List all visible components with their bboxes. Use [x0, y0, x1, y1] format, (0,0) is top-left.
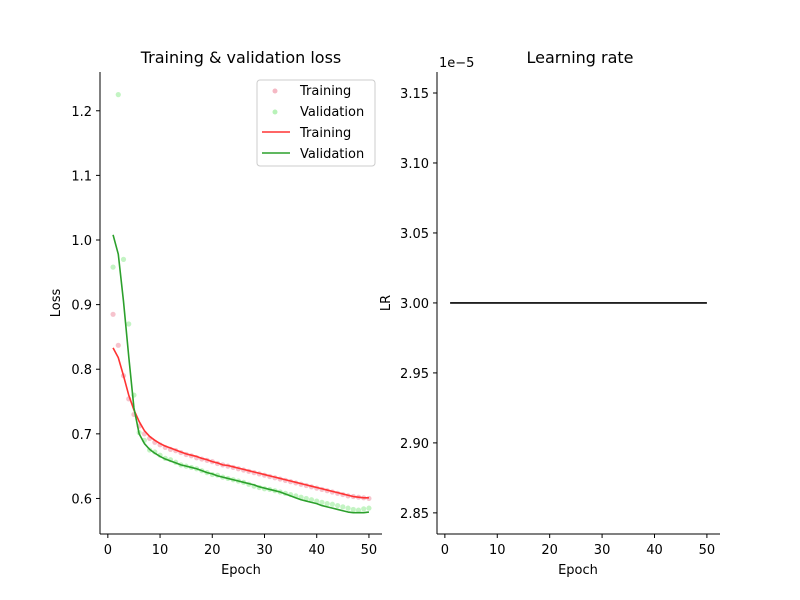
loss-validation-point	[303, 495, 309, 502]
loss-y-tick-label: 0.8	[71, 363, 92, 378]
loss-validation-point	[366, 505, 372, 511]
loss-plot-area	[110, 92, 372, 514]
loss-validation-point	[329, 501, 335, 507]
loss-validation-point	[355, 507, 362, 513]
legend-validation-points-label: Validation	[300, 105, 364, 120]
lr-y-tick-label: 2.95	[400, 367, 429, 382]
loss-validation-point	[350, 506, 356, 513]
loss-x-tick-label: 30	[256, 543, 273, 558]
loss-validation-point	[314, 498, 320, 504]
lr-x-tick-label: 20	[541, 543, 558, 558]
loss-x-tick-label: 50	[361, 543, 378, 558]
loss-validation-point	[115, 92, 121, 98]
lr-panel: Learning rate 1e−5 0 10 20 30 40 50 2.85 2.90 2.…	[379, 48, 720, 578]
loss-panel: Training & validation loss 0 10 20 30 40 50 0.…	[49, 48, 382, 578]
lr-y-tick-label: 3.00	[400, 297, 429, 312]
legend-training-line-label: Training	[299, 126, 351, 141]
loss-x-tick-label: 0	[104, 543, 112, 558]
loss-validation-point	[126, 321, 132, 327]
loss-validation-point	[120, 256, 127, 262]
legend-frame	[256, 79, 376, 167]
lr-y-tick-label: 3.15	[400, 87, 429, 102]
loss-x-tick-label: 10	[152, 543, 169, 558]
lr-offset-text: 1e−5	[439, 56, 474, 71]
lr-x-tick-label: 30	[594, 543, 611, 558]
loss-validation-point	[319, 499, 325, 505]
loss-validation-line	[112, 234, 370, 514]
loss-training-point	[110, 311, 116, 317]
loss-chart-title: Training & validation loss	[140, 48, 342, 67]
lr-x-tick-label: 10	[489, 543, 506, 558]
loss-x-axis-label: Epoch	[221, 563, 261, 578]
loss-validation-point	[361, 506, 367, 512]
loss-y-axis-label: Loss	[49, 289, 64, 318]
lr-x-tick-label: 50	[699, 543, 716, 558]
loss-training-line	[112, 347, 369, 499]
loss-y-tick-label: 1.2	[71, 105, 92, 120]
lr-y-tick-label: 3.05	[400, 227, 429, 242]
loss-x-tick-label: 40	[308, 543, 325, 558]
loss-training-point	[115, 342, 121, 348]
lr-ticks: 0 10 20 30 40 50 2.85 2.90 2.95 3.00 3.05 3.10 3.15	[400, 87, 715, 558]
lr-y-tick-label: 2.85	[400, 507, 429, 522]
loss-validation-point	[345, 505, 351, 511]
loss-y-tick-label: 0.7	[71, 428, 92, 443]
legend-training-points-marker	[272, 88, 278, 94]
lr-y-tick-label: 3.10	[400, 157, 429, 172]
loss-validation-point	[340, 504, 346, 510]
loss-y-tick-label: 0.6	[71, 492, 92, 507]
loss-ticks: 0 10 20 30 40 50 0.6 0.7 0.8 0.9 1.0 1.1 1.2	[71, 105, 377, 558]
loss-y-tick-label: 1.0	[71, 234, 92, 249]
lr-y-axis-label: LR	[379, 295, 394, 311]
loss-y-tick-label: 0.9	[71, 299, 92, 314]
loss-validation-point	[308, 497, 315, 503]
lr-chart-title: Learning rate	[526, 48, 633, 67]
loss-validation-point	[324, 501, 330, 507]
legend-validation-points-marker	[272, 109, 278, 115]
loss-legend: Training Validation Training Validation	[256, 79, 376, 167]
lr-y-tick-label: 2.90	[400, 437, 429, 452]
lr-x-axis-label: Epoch	[558, 563, 598, 578]
loss-validation-point	[335, 502, 341, 509]
loss-y-tick-label: 1.1	[71, 169, 92, 184]
lr-x-tick-label: 40	[646, 543, 663, 558]
loss-x-tick-label: 20	[204, 543, 221, 558]
lr-x-tick-label: 0	[441, 543, 449, 558]
loss-validation-point	[110, 264, 116, 270]
legend-training-points-label: Training	[299, 84, 351, 99]
legend-validation-line-label: Validation	[300, 147, 364, 162]
